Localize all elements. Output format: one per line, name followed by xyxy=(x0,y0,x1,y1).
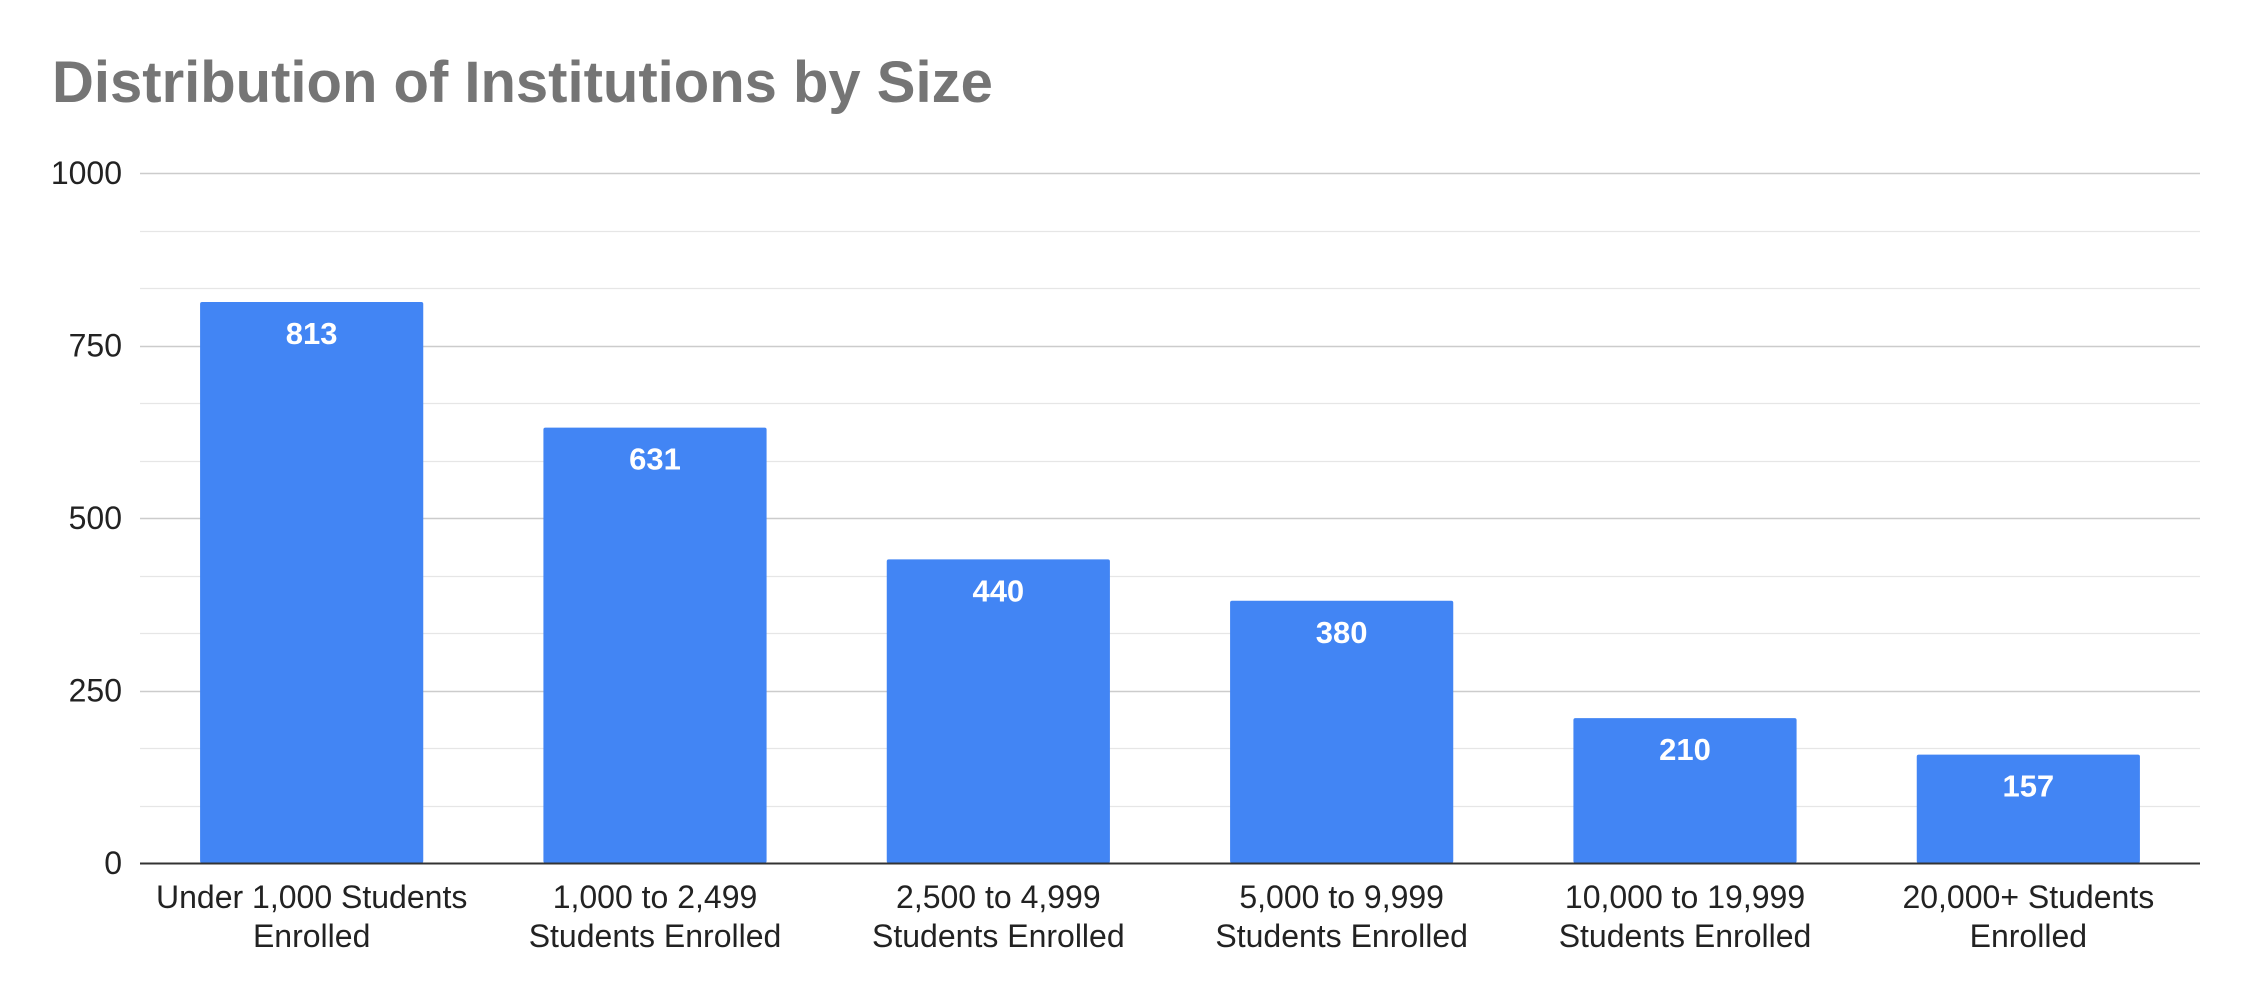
x-tick-label: 1,000 to 2,499 Students Enrolled xyxy=(529,879,782,954)
y-tick-label: 500 xyxy=(69,500,122,536)
x-tick-label: 20,000+ Students Enrolled xyxy=(1902,879,2154,954)
x-tick-label: 5,000 to 9,999 Students Enrolled xyxy=(1215,879,1468,954)
data-label: 813 xyxy=(286,316,338,351)
bar xyxy=(886,559,1110,863)
y-tick-label: 250 xyxy=(69,673,122,709)
data-label: 631 xyxy=(629,442,681,477)
y-axis-ticks: 0 250 500 750 1000 xyxy=(51,155,122,881)
bars xyxy=(200,302,2140,863)
bar xyxy=(1230,600,1454,863)
bar xyxy=(200,302,424,863)
data-label: 157 xyxy=(2002,769,2054,804)
x-tick-label: 2,500 to 4,999 Students Enrolled xyxy=(872,879,1125,954)
x-tick-label: Under 1,000 Students Enrolled xyxy=(156,879,467,954)
data-labels: 813 631 440 380 210 157 xyxy=(286,316,2054,804)
data-label: 380 xyxy=(1316,615,1368,650)
y-tick-label: 0 xyxy=(104,845,122,881)
chart-title: Distribution of Institutions by Size xyxy=(52,50,993,115)
grid-lines xyxy=(140,172,2200,808)
y-tick-label: 1000 xyxy=(51,155,122,191)
bar xyxy=(1916,754,2140,863)
y-tick-label: 750 xyxy=(69,328,122,364)
data-label: 210 xyxy=(1659,732,1711,767)
data-label: 440 xyxy=(972,573,1024,608)
x-tick-label: 10,000 to 19,999 Students Enrolled xyxy=(1559,879,1812,954)
bar xyxy=(543,427,767,863)
bar xyxy=(1573,718,1797,863)
x-axis-ticks: Under 1,000 Students Enrolled 1,000 to 2,4… xyxy=(156,879,2154,954)
